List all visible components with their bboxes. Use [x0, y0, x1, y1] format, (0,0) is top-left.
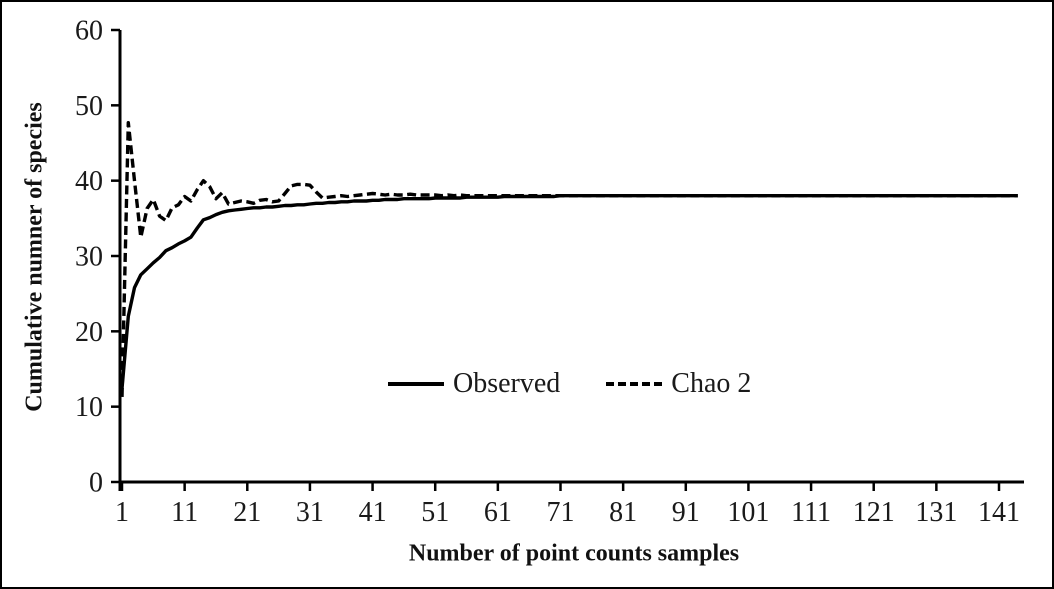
svg-text:31: 31 [296, 497, 324, 528]
svg-text:71: 71 [547, 497, 575, 528]
svg-text:21: 21 [233, 497, 261, 528]
svg-text:30: 30 [75, 242, 103, 273]
svg-text:61: 61 [484, 497, 512, 528]
observed-legend-label: Observed [453, 368, 561, 399]
svg-text:11: 11 [171, 497, 198, 528]
observed-line-sample [388, 382, 444, 386]
svg-text:40: 40 [75, 166, 103, 197]
x-axis-title: Number of point counts samples [408, 540, 740, 567]
legend-item-observed: Observed [388, 370, 560, 398]
chao2-line-sample [606, 382, 663, 386]
svg-text:91: 91 [672, 497, 700, 528]
svg-text:101: 101 [727, 497, 769, 528]
legend-item-chao2: Chao 2 [606, 370, 751, 398]
svg-text:131: 131 [915, 497, 957, 528]
svg-text:41: 41 [359, 497, 387, 528]
series-observed [120, 193, 1018, 389]
y-axis-ticks: 0 10 20 30 40 50 60 [75, 16, 120, 499]
svg-text:0: 0 [89, 468, 103, 499]
svg-text:141: 141 [978, 497, 1020, 528]
svg-text:111: 111 [791, 497, 831, 528]
axes [118, 30, 1024, 491]
x-axis-ticks: 1 11 21 31 41 51 61 71 81 91 101 111 121 131 141 [115, 482, 1020, 528]
legend: Observed Chao 2 [388, 370, 751, 398]
svg-text:51: 51 [421, 497, 449, 528]
svg-text:20: 20 [75, 317, 103, 348]
svg-text:10: 10 [75, 392, 103, 423]
series-chao-2 [120, 120, 1018, 397]
y-axis-title: Cumulative numner of species [21, 102, 48, 412]
svg-text:50: 50 [75, 91, 103, 122]
chao2-legend-label: Chao 2 [671, 368, 752, 399]
svg-text:121: 121 [853, 497, 895, 528]
svg-text:81: 81 [609, 497, 637, 528]
svg-text:60: 60 [75, 16, 103, 47]
svg-text:1: 1 [115, 497, 129, 528]
